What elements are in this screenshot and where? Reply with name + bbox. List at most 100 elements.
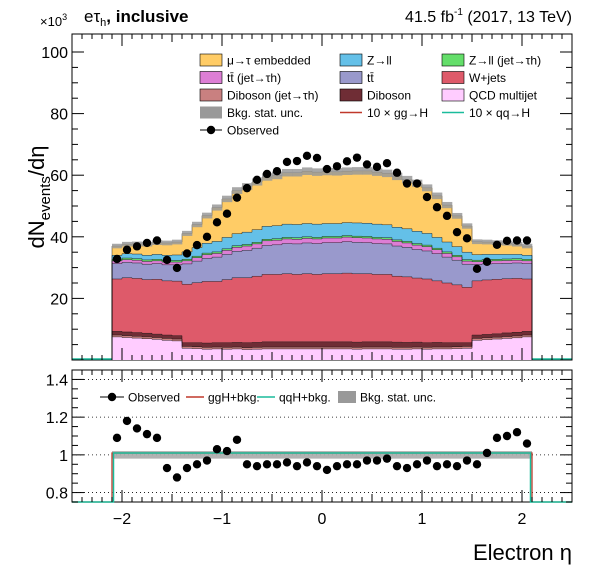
ratio-point-27	[382, 454, 392, 463]
legend-entry-0: μ→τ embedded	[199, 53, 311, 68]
stack-bar-4-14	[252, 248, 263, 277]
observed-point-5	[162, 255, 172, 265]
stack-bar-5-27	[382, 239, 393, 244]
stack-bar-3-26	[372, 274, 383, 342]
legend-entry-11: 10 × qq→H	[442, 106, 530, 120]
legend-label: μ→τ embedded	[227, 54, 311, 68]
stack-bar-6-2	[132, 258, 143, 261]
stack-bar-7-29	[402, 228, 413, 242]
observed-point-29	[402, 179, 412, 188]
legend-swatch	[339, 88, 363, 102]
ratio-point-32	[432, 461, 442, 471]
observed-point-6	[172, 263, 182, 273]
stack-bar-6-7	[182, 259, 193, 261]
stack-bar-0-29	[402, 349, 413, 360]
ratio-point-20	[312, 461, 322, 471]
stack-bar-2-32	[432, 342, 443, 348]
stack-bar-0-36	[472, 340, 483, 360]
stack-bar-1-28	[392, 347, 403, 350]
stack-bar-0-18	[292, 348, 303, 360]
stack-bar-6-4	[152, 259, 163, 261]
legend-swatch	[199, 53, 223, 67]
stack-bar-0-26	[372, 348, 383, 360]
y-tick-label: 20	[50, 291, 68, 308]
observed-point-16	[272, 166, 282, 176]
ratio-point-26	[372, 456, 382, 465]
stack-bar-2-40	[512, 332, 523, 336]
stack-bar-4-2	[132, 262, 143, 279]
stack-bar-2-34	[452, 342, 463, 347]
stack-bar-7-24	[352, 222, 363, 237]
observed-point-14	[252, 175, 262, 185]
stack-bar-6-36	[472, 260, 483, 262]
stack-bar-7-31	[422, 233, 433, 246]
legend-entry-6: Diboson (jet→τh)	[199, 89, 318, 103]
ratio-observed-points	[112, 416, 532, 482]
stack-bar-2-20	[312, 341, 323, 348]
ratio-y-tick-label: 1	[59, 448, 68, 465]
stack-bar-2-0	[112, 331, 123, 336]
observed-point-35	[462, 234, 472, 243]
unc-bin-5	[162, 240, 173, 246]
stack-bar-8-39	[502, 243, 513, 255]
unc-bin-32	[432, 192, 443, 200]
y-tick-label: 100	[41, 45, 68, 62]
stack-bar-3-19	[302, 273, 313, 342]
unc-bin-23	[342, 167, 353, 175]
stack-bar-2-30	[412, 342, 423, 348]
stack-bar-2-35	[462, 342, 473, 347]
legend-entry-2: Z→ll (jet→τh)	[441, 54, 541, 68]
stack-bar-7-38	[492, 254, 503, 260]
stack-bar-6-6	[172, 260, 183, 263]
ratio-point-30	[412, 460, 422, 469]
ratio-point-5	[162, 463, 172, 473]
stack-bar-7-40	[512, 254, 523, 259]
unc-bin-18	[292, 168, 303, 177]
y-tick-label: 80	[50, 107, 68, 124]
stack-bar-2-13	[242, 342, 253, 348]
stack-bar-2-26	[372, 341, 383, 348]
stack-bar-2-15	[262, 341, 273, 348]
stack-bar-8-17	[282, 172, 293, 225]
unc-bin-1	[122, 241, 133, 247]
stack-bar-1-17	[282, 347, 293, 349]
stack-bar-0-6	[172, 340, 183, 360]
stack-bar-6-18	[292, 237, 303, 240]
stack-bar-3-11	[222, 279, 233, 343]
legend-swatch	[441, 71, 465, 84]
stack-bar-7-35	[462, 252, 473, 260]
stack-bar-1-29	[402, 347, 413, 350]
stack-bar-5-13	[242, 246, 253, 251]
ratio-signal-lines	[72, 452, 572, 503]
stack-bar-0-37	[482, 339, 493, 360]
y-tick-label: 60	[50, 168, 68, 185]
stack-bar-7-11	[222, 237, 233, 249]
stack-bar-7-6	[172, 254, 183, 261]
stack-bar-6-20	[312, 237, 323, 239]
legend-label: Bkg. stat. unc.	[227, 106, 303, 120]
stack-bar-2-41	[522, 331, 533, 336]
stack-bar-7-25	[362, 223, 373, 237]
stack-bar-0-9	[202, 349, 213, 360]
legend-entry-5: W+jets	[441, 71, 506, 85]
ratio-point-31	[422, 456, 432, 465]
stack-bar-7-36	[472, 254, 483, 261]
stack-bar-0-7	[182, 348, 193, 360]
stack-bar-1-21	[322, 347, 333, 349]
stack-bar-6-3	[142, 259, 153, 262]
stack-bar-4-23	[342, 241, 353, 274]
ratio-legend-label: ggH+bkg.	[208, 391, 260, 405]
ratio-point-40	[512, 428, 522, 437]
ratio-qqh-line	[72, 452, 572, 503]
ratio-point-18	[292, 461, 302, 471]
stack-bar-0-30	[412, 348, 423, 360]
stack-bar-3-37	[482, 279, 493, 335]
stack-bar-4-7	[182, 263, 193, 285]
stack-bar-2-16	[272, 341, 283, 348]
stack-bar-2-21	[322, 341, 333, 348]
ratio-point-7	[182, 463, 192, 473]
stack-bar-2-10	[212, 342, 223, 348]
stack-bar-8-25	[362, 170, 373, 224]
observed-point-1	[122, 245, 132, 254]
stack-bar-5-28	[392, 241, 403, 247]
